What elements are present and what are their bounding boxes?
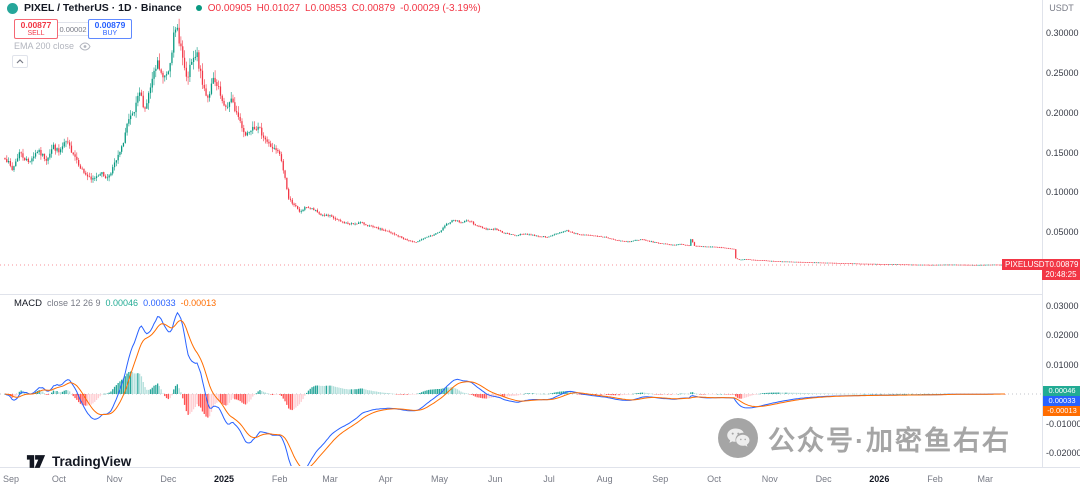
ohlc-change: -0.00029 (-3.19%) — [400, 2, 481, 14]
buy-price: 0.00879 — [94, 19, 126, 30]
last-price-label: PIXELUSDT 0.00879 — [1002, 259, 1080, 270]
last-price-value: 0.00879 — [1049, 260, 1079, 269]
indicator-legend-macd[interactable]: MACD close 12 26 9 0.00046 0.00033 -0.00… — [14, 298, 216, 309]
time-axis-label: Feb — [927, 474, 943, 484]
chart-legend-bar: PIXEL / TetherUS · 1D · Binance O0.00905… — [0, 0, 1042, 16]
macd-axis-label: -0.01000 — [1046, 418, 1080, 429]
bar-countdown: 20:48:25 — [1042, 270, 1080, 280]
indicator-legend-ema[interactable]: EMA 200 close — [14, 41, 91, 51]
price-axis-label: 0.15000 — [1046, 147, 1079, 158]
price-axis-label: 0.30000 — [1046, 28, 1079, 39]
macd-axis-label: 0.03000 — [1046, 300, 1079, 311]
time-axis-label: Mar — [322, 474, 338, 484]
collapse-legend-button[interactable] — [12, 55, 28, 68]
macd-axis-label: 0.02000 — [1046, 330, 1079, 340]
eye-icon[interactable] — [79, 41, 91, 51]
macd-axis-label: 0.01000 — [1046, 359, 1079, 370]
spread-value: 0.00002 — [58, 22, 88, 36]
time-axis-label: Oct — [51, 474, 66, 484]
macd-value-tag: 0.00033 — [1043, 396, 1080, 406]
chevron-up-icon — [16, 59, 24, 64]
macd-line-value: 0.00033 — [143, 298, 176, 308]
macd-value-tag: 0.00046 — [1043, 386, 1080, 396]
ema-label: EMA 200 close — [14, 41, 75, 51]
buy-sell-widget: 0.00877 SELL 0.00002 0.00879 BUY — [14, 19, 132, 39]
sell-button[interactable]: 0.00877 SELL — [14, 19, 58, 39]
price-axis-label: 0.05000 — [1046, 227, 1079, 238]
time-axis[interactable]: Sep Oct Nov Dec 2025 Feb Mar Apr May Jun Jul Aug Sep… — [0, 467, 1080, 491]
tradingview-logo[interactable]: TradingView — [26, 454, 131, 469]
macd-signal-value: -0.00013 — [180, 298, 217, 308]
time-axis-label: Oct — [707, 474, 722, 484]
sell-price: 0.00877 — [20, 19, 52, 30]
ohlc-low: L0.00853 — [305, 2, 347, 14]
macd-hist-value: 0.00046 — [105, 298, 139, 308]
macd-value-tag: -0.00013 — [1043, 406, 1080, 416]
time-axis-label: Jun — [487, 474, 503, 484]
price-macd-chart[interactable] — [0, 0, 1042, 467]
price-axis[interactable]: USDT 0.30000 0.25000 0.20000 0.15000 0.10000… — [1042, 0, 1080, 467]
tradingview-logo-text: TradingView — [52, 454, 132, 469]
price-axis-label: 0.20000 — [1046, 107, 1079, 118]
price-axis-label: 0.25000 — [1046, 68, 1079, 78]
time-axis-label: Sep — [3, 474, 20, 484]
time-axis-label: May — [430, 474, 448, 484]
ohlc-open: O0.00905 — [207, 2, 252, 14]
ohlc-high: H0.01027 — [256, 2, 301, 14]
time-axis-label: Mar — [977, 474, 994, 484]
time-axis-label: 2026 — [869, 474, 890, 484]
pane-separator[interactable] — [0, 294, 1080, 295]
buy-label: BUY — [102, 29, 118, 37]
quote-currency-label[interactable]: USDT — [1049, 3, 1074, 13]
time-axis-label: Dec — [815, 474, 832, 484]
time-axis-label: Nov — [106, 474, 123, 484]
time-axis-label: Nov — [761, 474, 778, 484]
macd-params: close 12 26 9 — [46, 298, 101, 308]
symbol-logo-icon — [7, 2, 18, 14]
last-price-symbol: PIXELUSDT — [1005, 260, 1050, 269]
time-axis-label: Aug — [596, 474, 613, 484]
macd-name: MACD — [14, 298, 42, 309]
symbol-title[interactable]: PIXEL / TetherUS · 1D · Binance — [24, 2, 182, 14]
price-axis-label: 0.10000 — [1046, 187, 1079, 198]
time-axis-label: Sep — [652, 474, 669, 484]
time-axis-label: Apr — [378, 474, 393, 484]
time-axis-label: Feb — [271, 474, 288, 484]
time-axis-label: 2025 — [214, 474, 235, 484]
macd-axis-label: -0.02000 — [1046, 448, 1080, 458]
market-status-icon — [195, 5, 202, 11]
ohlc-close: C0.00879 — [351, 2, 396, 14]
time-axis-label: Dec — [160, 474, 177, 484]
sell-label: SELL — [27, 29, 45, 37]
buy-button[interactable]: 0.00879 BUY — [88, 19, 132, 39]
ohlc-values: O0.00905 H0.01027 L0.00853 C0.00879 -0.00029… — [208, 3, 486, 14]
tradingview-mark-icon — [26, 454, 46, 469]
time-axis-label: Jul — [543, 474, 555, 484]
